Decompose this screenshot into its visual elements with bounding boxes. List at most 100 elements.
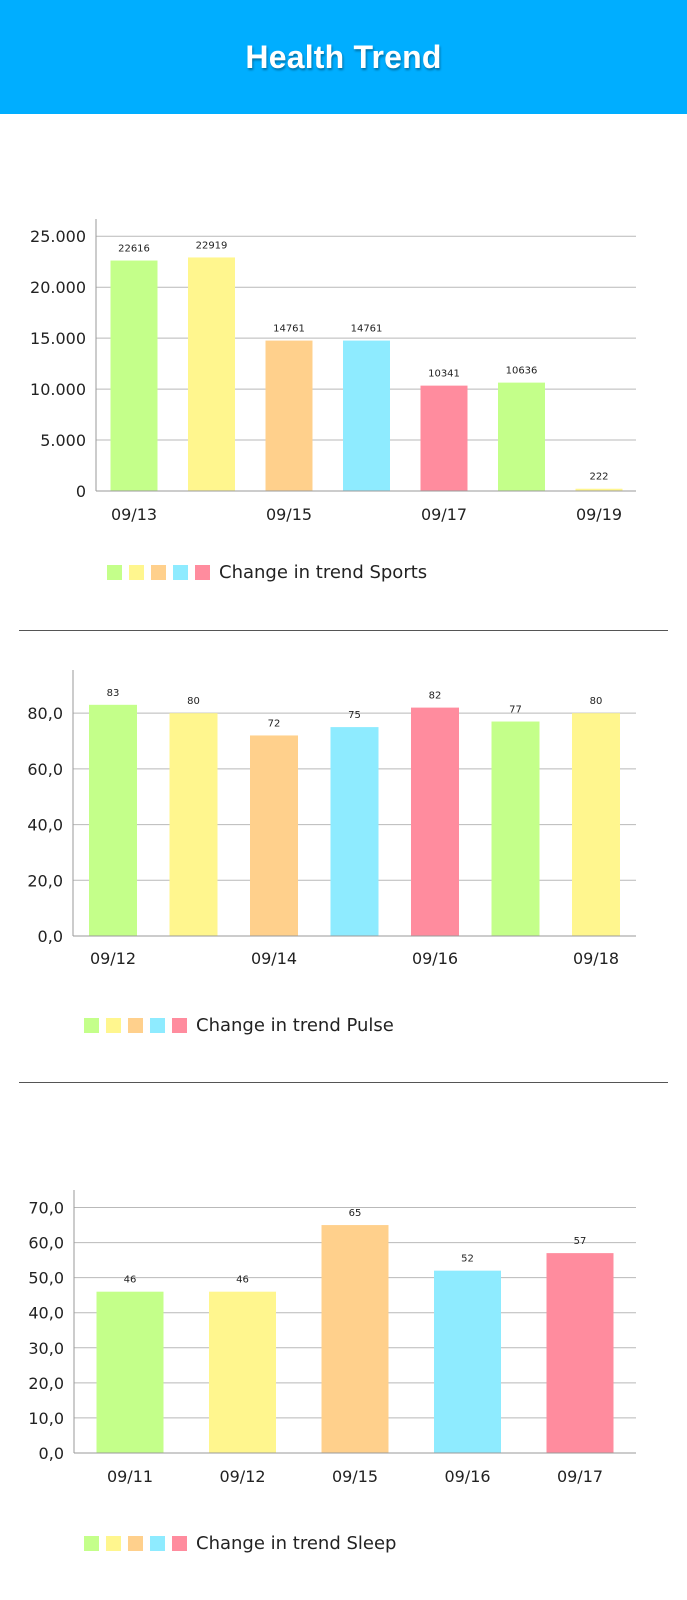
x-tick-label: 09/12 — [219, 1467, 265, 1486]
legend-swatch — [128, 1536, 143, 1551]
data-label: 57 — [574, 1236, 587, 1247]
pulse-chart-svg: 0,0 20,0 40,0 60,0 80,0 83 09/12 80 72 09/14 75 82 0… — [27, 666, 636, 968]
legend-swatch — [84, 1536, 99, 1551]
x-tick-label: 09/18 — [573, 949, 619, 968]
bar — [209, 1291, 276, 1453]
y-tick-label: 80,0 — [27, 704, 63, 723]
bar — [96, 1291, 164, 1453]
y-tick-label: 30,0 — [28, 1339, 64, 1358]
sports-chart-svg: 0 5.000 10.000 15.000 20.000 25.000 22616 09/13… — [30, 219, 636, 524]
bar — [89, 704, 137, 936]
data-label: 10636 — [506, 366, 538, 377]
bar — [546, 1253, 614, 1453]
y-tick-label: 20.000 — [30, 278, 86, 297]
data-label: 46 — [236, 1275, 249, 1286]
x-tick-label: 09/13 — [111, 505, 157, 524]
y-tick-label: 50,0 — [28, 1269, 64, 1288]
pulse-legend-label: Change in trend Pulse — [196, 1015, 394, 1036]
legend-swatch — [106, 1018, 121, 1033]
data-label: 222 — [589, 472, 608, 483]
y-tick-label: 20,0 — [28, 1374, 64, 1393]
bar — [265, 340, 313, 491]
bar — [411, 707, 459, 936]
legend-swatch — [129, 565, 144, 580]
y-tick-label: 5.000 — [40, 431, 86, 450]
x-tick-label: 09/14 — [251, 949, 297, 968]
legend-swatch — [107, 565, 122, 580]
data-label: 77 — [509, 705, 522, 716]
legend-swatch — [84, 1018, 99, 1033]
x-tick-label: 09/17 — [557, 1467, 603, 1486]
legend-swatch — [128, 1018, 143, 1033]
y-tick-label: 10,0 — [28, 1409, 64, 1428]
y-tick-label: 15.000 — [30, 329, 86, 348]
bar — [575, 488, 623, 491]
x-tick-label: 09/19 — [576, 505, 622, 524]
legend-swatch — [172, 1536, 187, 1551]
sports-legend: Change in trend Sports — [107, 562, 427, 583]
bar — [343, 340, 390, 491]
data-label: 22919 — [196, 240, 228, 251]
pulse-legend: Change in trend Pulse — [84, 1015, 394, 1036]
data-label: 80 — [187, 696, 200, 707]
bar — [420, 385, 468, 491]
bar — [434, 1270, 501, 1453]
legend-swatch — [151, 565, 166, 580]
y-tick-label: 60,0 — [27, 760, 63, 779]
data-label: 14761 — [273, 324, 305, 335]
bar — [491, 721, 540, 936]
header-bar: Health Trend — [0, 0, 687, 114]
bar — [169, 713, 218, 936]
data-label: 82 — [429, 691, 442, 702]
y-tick-label: 40,0 — [28, 1304, 64, 1323]
bar — [250, 735, 298, 936]
legend-swatch — [150, 1018, 165, 1033]
y-tick-label: 0,0 — [38, 927, 63, 946]
x-tick-label: 09/16 — [412, 949, 458, 968]
data-label: 22616 — [118, 244, 150, 255]
data-label: 72 — [268, 718, 281, 729]
data-label: 52 — [461, 1254, 474, 1265]
legend-swatch — [150, 1536, 165, 1551]
y-tick-label: 0 — [76, 482, 86, 501]
x-tick-label: 09/16 — [444, 1467, 490, 1486]
bar — [188, 257, 235, 491]
sports-legend-label: Change in trend Sports — [219, 562, 428, 583]
sleep-legend-label: Change in trend Sleep — [196, 1533, 397, 1554]
y-tick-label: 0,0 — [39, 1444, 64, 1463]
bar — [110, 260, 158, 491]
legend-swatch — [173, 565, 188, 580]
bar — [321, 1225, 389, 1453]
page-title: Health Trend — [245, 38, 442, 75]
sleep-chart-svg: 0,0 10,0 20,0 30,0 40,0 50,0 60,0 70,0 46 09/11 46… — [28, 1186, 636, 1486]
section-divider — [19, 1082, 668, 1083]
y-tick-label: 20,0 — [27, 871, 63, 890]
y-tick-label: 60,0 — [28, 1234, 64, 1253]
bar — [572, 713, 620, 936]
sleep-legend: Change in trend Sleep — [84, 1533, 396, 1554]
legend-swatch — [195, 565, 210, 580]
data-label: 65 — [349, 1208, 362, 1219]
bar — [330, 727, 379, 936]
y-tick-label: 40,0 — [27, 816, 63, 835]
sleep-chart: 0,0 10,0 20,0 30,0 40,0 50,0 60,0 70,0 46 09/11 46… — [0, 1186, 687, 1520]
x-tick-label: 09/17 — [421, 505, 467, 524]
y-tick-label: 25.000 — [30, 227, 86, 246]
data-label: 46 — [124, 1275, 137, 1286]
data-label: 10341 — [428, 369, 460, 380]
data-label: 83 — [107, 688, 120, 699]
x-tick-label: 09/11 — [107, 1467, 153, 1486]
y-tick-label: 70,0 — [28, 1199, 64, 1218]
legend-swatch — [172, 1018, 187, 1033]
sports-chart: 0 5.000 10.000 15.000 20.000 25.000 22616 09/13… — [0, 215, 687, 545]
legend-swatch — [106, 1536, 121, 1551]
y-tick-label: 10.000 — [30, 380, 86, 399]
x-tick-label: 09/15 — [332, 1467, 378, 1486]
x-tick-label: 09/15 — [266, 505, 312, 524]
data-label: 80 — [590, 696, 603, 707]
data-label: 75 — [348, 710, 361, 721]
data-label: 14761 — [351, 324, 383, 335]
pulse-chart: 0,0 20,0 40,0 60,0 80,0 83 09/12 80 72 09/14 75 82 0… — [0, 666, 687, 1000]
bar — [498, 382, 545, 491]
section-divider — [19, 630, 668, 631]
